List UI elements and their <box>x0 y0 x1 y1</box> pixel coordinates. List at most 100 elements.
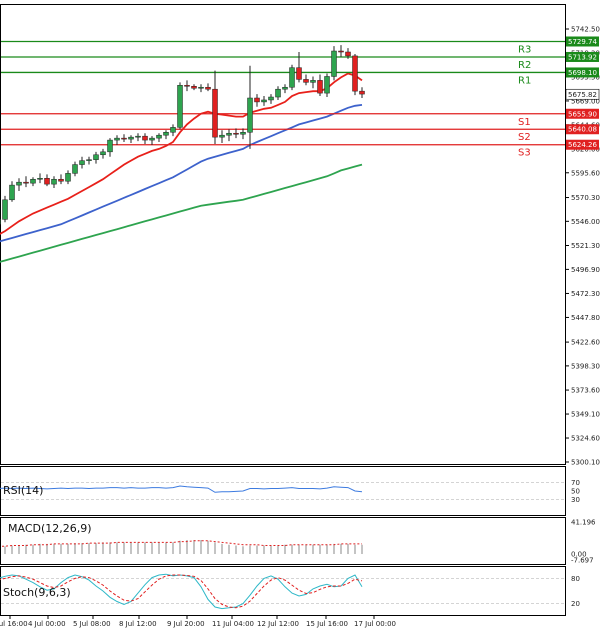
macd-tick-label: -7.697 <box>571 557 594 565</box>
candle-body <box>289 67 295 88</box>
moving-averages <box>0 72 363 263</box>
level-label-s1: S1 <box>518 117 531 128</box>
level-tag-text: 5698.10 <box>568 69 597 77</box>
time-tick-label: 8 Jul 12:00 <box>119 620 157 628</box>
level-tag-s2 <box>566 124 599 135</box>
time-axis: 3 Jul 16:004 Jul 00:00 5 Jul 08:00 8 Jul 1… <box>0 616 396 628</box>
stoch-tick-label: 80 <box>571 575 580 583</box>
rsi-tick-label: 70 <box>571 479 580 487</box>
time-tick-label: 5 Jul 08:00 <box>73 620 111 628</box>
time-tick-label: 3 Jul 16:00 <box>0 620 28 628</box>
level-tag-text: 5713.92 <box>568 53 597 61</box>
candle-body <box>72 164 78 174</box>
level-label-r2: R2 <box>518 60 531 71</box>
macd-title: MACD(12,26,9) <box>8 522 92 535</box>
candle-body <box>65 173 71 182</box>
candle-body <box>254 97 260 103</box>
price-tick-label: 5669.00 <box>571 97 600 105</box>
candle-body <box>282 86 288 90</box>
candle-body <box>177 85 183 128</box>
candle-body <box>100 151 106 156</box>
candlesticks <box>0 45 365 225</box>
time-tick-label: 9 Jul 20:00 <box>167 620 205 628</box>
stoch-panel: 80 20 Stoch(9,6,3) <box>0 573 580 610</box>
candle-body <box>303 79 309 83</box>
rsi-tick-label: 50 <box>571 488 580 496</box>
price-tick-label: 5398.30 <box>571 362 600 370</box>
candle-body <box>317 80 323 94</box>
macd-panel-frame <box>0 517 566 565</box>
current-price-tag <box>565 88 600 100</box>
candle-body <box>170 127 176 133</box>
rsi-title: RSI(14) <box>3 484 43 497</box>
price-tick-label: 5300.10 <box>571 459 600 467</box>
candle-body <box>93 154 99 160</box>
price-tick-label: 5693.50 <box>571 73 600 81</box>
time-tick-label: 11 Jul 04:00 <box>212 620 254 628</box>
price-tick-label: 5349.10 <box>571 411 600 419</box>
rsi-tick-label: 30 <box>571 496 580 504</box>
macd-tick-label: 41.196 <box>571 519 596 527</box>
candle-body <box>247 97 253 133</box>
moving-average-line-3 <box>0 163 363 263</box>
price-tick-label: 5324.60 <box>571 435 600 443</box>
candle-body <box>184 85 190 87</box>
candle-body <box>114 137 120 141</box>
candle-body <box>296 67 302 80</box>
candle-body <box>37 178 43 180</box>
level-label-r3: R3 <box>518 44 531 55</box>
candle-body <box>163 132 169 136</box>
candle-body <box>149 137 155 141</box>
candle-body <box>44 178 50 185</box>
candle-body <box>16 181 22 186</box>
level-tag-text: 5640.08 <box>568 126 597 134</box>
level-label-r1: R1 <box>518 75 531 86</box>
level-tag-s3 <box>566 139 599 150</box>
stoch-title: Stoch(9,6,3) <box>3 586 71 599</box>
rsi-panel-frame <box>0 466 566 516</box>
candle-body <box>86 159 92 161</box>
moving-average-line-2 <box>0 104 363 243</box>
price-tick-label: 5521.30 <box>571 242 600 250</box>
candle-body <box>219 134 225 138</box>
macd-tick-label: 0.00 <box>571 551 587 559</box>
time-tick-label: 4 Jul 00:00 <box>28 620 66 628</box>
candle-body <box>345 51 351 57</box>
price-tick-label: 5742.50 <box>571 26 600 34</box>
candle-body <box>212 88 218 138</box>
candle-body <box>135 135 141 138</box>
candle-body <box>359 90 365 95</box>
price-tick-label: 5472.30 <box>571 290 600 298</box>
macd-panel: 41.196 0.00-7.697 MACD(12,26,9) <box>0 519 596 565</box>
time-tick-label: 15 Jul 16:00 <box>306 620 348 628</box>
price-tick-label: 5447.80 <box>571 314 600 322</box>
candle-body <box>2 199 8 220</box>
candle-body <box>58 178 64 182</box>
candle-body <box>30 178 36 184</box>
level-tag-text: 5624.26 <box>568 141 597 149</box>
level-tag-s1 <box>566 108 599 119</box>
time-tick-label: 17 Jul 00:00 <box>354 620 396 628</box>
level-tag-r2 <box>566 51 599 62</box>
candle-body <box>23 181 29 184</box>
level-tag-r3 <box>566 36 599 47</box>
candle-body <box>226 132 232 136</box>
rsi-line <box>0 485 363 493</box>
candle-body <box>352 55 358 92</box>
candle-body <box>9 184 15 201</box>
price-tick-label: 5570.30 <box>571 194 600 202</box>
candle-body <box>142 135 148 141</box>
level-tag-text: 5655.90 <box>568 110 597 118</box>
level-label-s2: S2 <box>518 132 531 143</box>
candle-body <box>0 219 1 225</box>
price-tick-label: 5546.00 <box>571 218 600 226</box>
candle-body <box>233 132 239 135</box>
current-price-text: 5675.82 <box>568 91 597 99</box>
stoch-panel-frame <box>0 566 566 616</box>
candle-body <box>198 86 204 89</box>
candle-body <box>128 136 134 140</box>
candle-body <box>121 137 127 140</box>
level-label-s3: S3 <box>518 148 531 159</box>
